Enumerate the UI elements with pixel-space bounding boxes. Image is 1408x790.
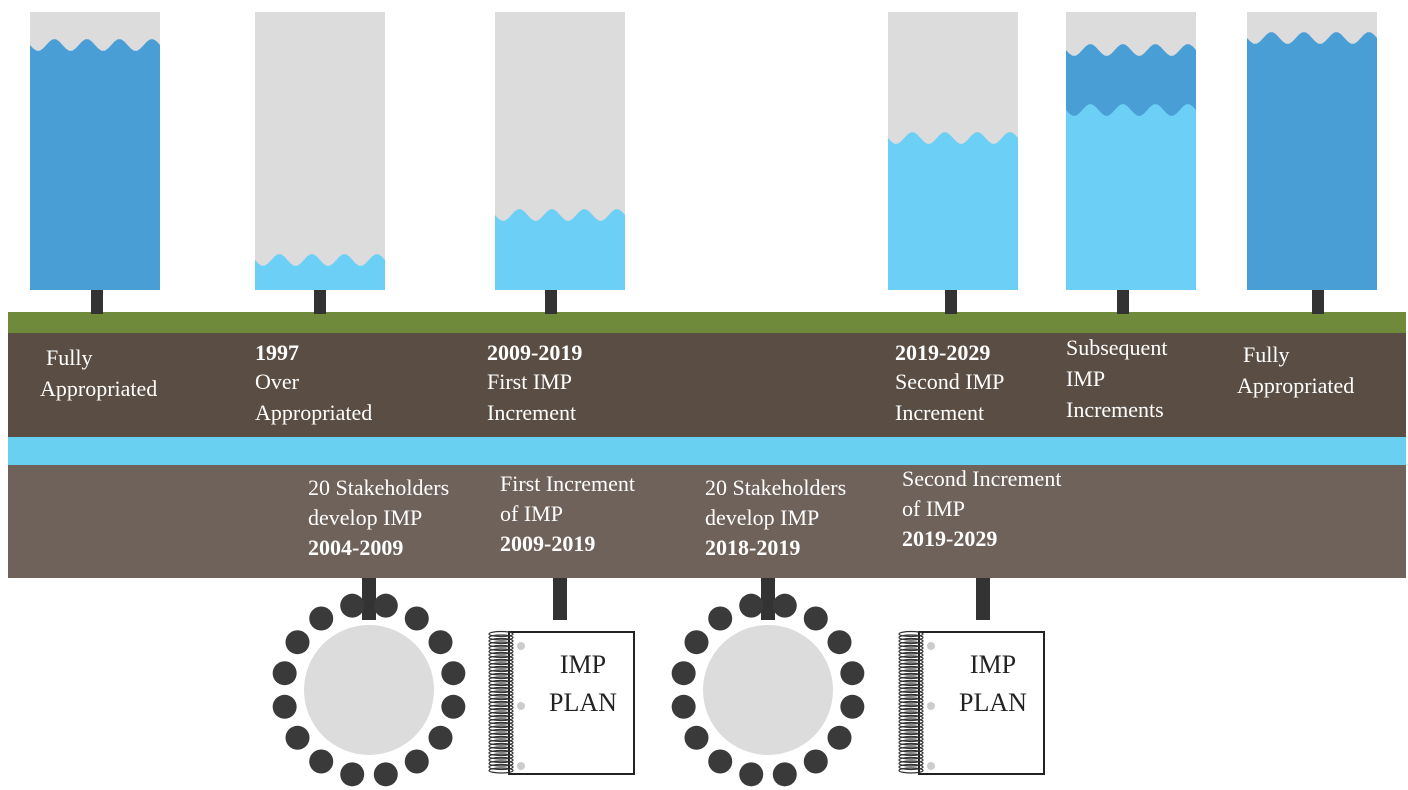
post [1117,288,1129,314]
stakeholder [285,726,309,750]
stage-label: Fully [1243,342,1289,367]
stage-label: Increment [487,400,576,425]
stage-year: 2009-2019 [487,340,582,365]
post [761,578,775,620]
plan-label: PLAN [959,688,1027,717]
stakeholder-table [304,625,434,755]
stage-label: Second IMP [895,369,1004,394]
stage-year: 2019-2029 [895,340,990,365]
stakeholder-table [703,625,833,755]
infographic: Fully Appropriated 1997 Over Appropriated 200… [0,0,1408,790]
water-level [495,209,625,290]
milestone-years: 2018-2019 [705,535,800,560]
hole [517,642,525,650]
stage-label: Appropriated [1237,373,1354,398]
stakeholder [804,606,828,630]
stage-label: Over [255,369,300,394]
post [976,578,990,620]
stakeholder [828,726,852,750]
stage-label: Increments [1066,397,1164,422]
stakeholder [828,630,852,654]
stakeholder [429,726,453,750]
hole [927,762,935,770]
stakeholder [405,606,429,630]
milestone-years: 2004-2009 [308,535,403,560]
stakeholder [739,762,763,786]
milestone-label: develop IMP [705,505,819,530]
post [545,288,557,314]
stakeholder [340,762,364,786]
post [1312,288,1324,314]
post [553,578,567,620]
post [91,288,103,314]
stage-label: Fully [46,345,92,370]
stakeholder [374,594,398,618]
stakeholder [309,750,333,774]
stage-label: First IMP [487,369,572,394]
milestone-label: 20 Stakeholders [705,475,846,500]
water-level [1247,32,1377,290]
stakeholder [840,695,864,719]
stakeholder [340,594,364,618]
stakeholder [374,762,398,786]
post [945,288,957,314]
hole [517,762,525,770]
stage-label: Appropriated [40,376,157,401]
hole [927,642,935,650]
stage-year: 1997 [255,340,299,365]
stakeholder [672,661,696,685]
water-band [8,437,1406,465]
stakeholder [672,695,696,719]
plan-label: PLAN [549,688,617,717]
stakeholder [273,661,297,685]
milestone-years: 2019-2029 [902,526,997,551]
milestone-years: 2009-2019 [500,531,595,556]
stakeholder [684,630,708,654]
plan-label: IMP [560,650,606,679]
stage-label: IMP [1066,366,1105,391]
stakeholder [708,750,732,774]
stage-label: Subsequent [1066,335,1167,360]
stakeholder [405,750,429,774]
milestone-label: of IMP [500,501,563,526]
stakeholder [429,630,453,654]
stakeholder [285,630,309,654]
milestone-label: First Increment [500,471,635,496]
stakeholder [273,695,297,719]
plan-label: IMP [970,650,1016,679]
water-level [1066,104,1196,290]
tank [255,12,385,290]
stakeholder [773,594,797,618]
ground-band [8,312,1406,334]
stakeholder [441,695,465,719]
stakeholder [840,661,864,685]
post [362,578,376,620]
hole [517,702,525,710]
stakeholder [441,661,465,685]
water-level [888,132,1018,290]
milestone-label: Second Increment [902,466,1061,491]
stage-label: Appropriated [255,400,372,425]
post [314,288,326,314]
stakeholder [708,606,732,630]
stakeholder [804,750,828,774]
hole [927,702,935,710]
stage-band [8,333,1406,438]
stakeholder [309,606,333,630]
milestone-label: develop IMP [308,505,422,530]
stakeholder [773,762,797,786]
stakeholder [684,726,708,750]
water-level [30,39,160,290]
milestone-label: 20 Stakeholders [308,475,449,500]
stakeholder [739,594,763,618]
milestone-label: of IMP [902,496,965,521]
stage-label: Increment [895,400,984,425]
